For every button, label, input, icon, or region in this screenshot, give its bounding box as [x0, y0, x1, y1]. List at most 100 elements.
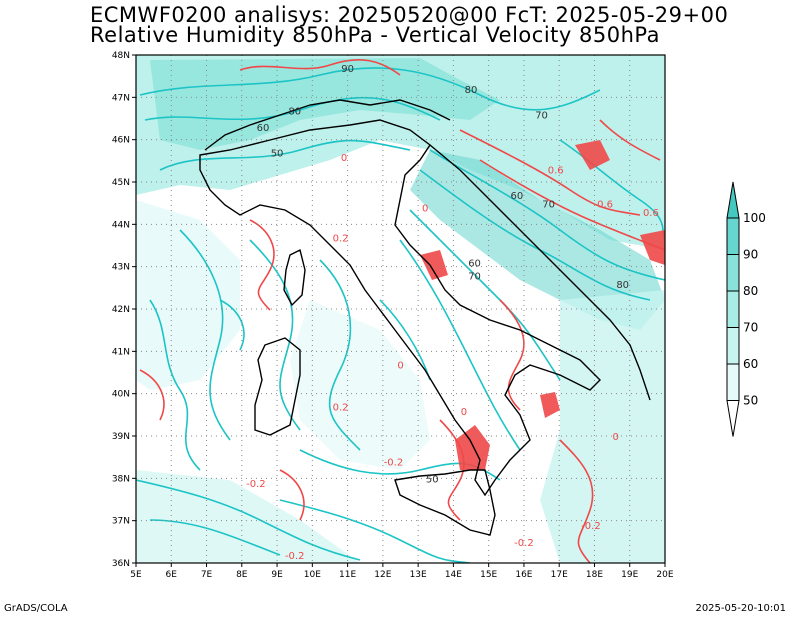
- latitude-tick-label: 44N: [112, 220, 130, 230]
- rh-contour: [219, 299, 245, 351]
- rh-contour: [136, 479, 361, 561]
- latitude-tick-label: 45N: [112, 178, 130, 188]
- contour-label: 90: [341, 64, 354, 75]
- omega-contour: [439, 419, 465, 521]
- colorbar-tick-label: 50: [743, 394, 758, 408]
- longitude-tick-label: 18E: [586, 570, 603, 580]
- omega-contour: [479, 159, 665, 251]
- colorbar-segment: [726, 254, 740, 292]
- rh-contour: [319, 259, 361, 451]
- contour-label: 0: [461, 407, 467, 418]
- title-line-1: ECMWF0200 analisys: 20250520@00 FcT: 202…: [90, 3, 729, 27]
- rh-contour: [144, 96, 441, 121]
- contour-label: 0.6: [548, 166, 564, 177]
- colorbar-bottom-arrow: [726, 400, 740, 437]
- contour-label: 60: [511, 191, 524, 202]
- omega-contour: [249, 219, 275, 311]
- title-line-2: Relative Humidity 850hPa - Vertical Velo…: [90, 23, 660, 47]
- humidity-shading: [136, 55, 665, 563]
- contour-label: -0.2: [285, 551, 305, 562]
- contour-label: 70: [468, 271, 481, 282]
- vertical-velocity-contours: [139, 59, 665, 563]
- omega-contour: [599, 119, 661, 161]
- rh-contour: [159, 139, 411, 171]
- contour-label: 0: [422, 204, 428, 215]
- latitude-tick-label: 46N: [112, 136, 130, 146]
- ascent-patch: [575, 140, 610, 170]
- map-panel: [136, 55, 665, 563]
- contour-label: 80: [465, 85, 478, 96]
- footer-timestamp: 2025-05-20-10:01: [695, 603, 786, 614]
- latitude-tick-label: 38N: [112, 474, 130, 484]
- colorbar-tick-label: 80: [743, 284, 758, 298]
- lat-lon-grid: [136, 55, 665, 563]
- rh-contour: [379, 299, 431, 381]
- colorbar-top-arrow: [726, 181, 740, 219]
- rh-contour: [399, 239, 521, 451]
- omega-contour: [459, 129, 641, 216]
- rh-contour: [409, 209, 561, 381]
- colorbar-segment: [726, 327, 740, 365]
- rh-contour: [179, 229, 231, 441]
- contour-label: 0.6: [597, 199, 613, 210]
- colorbar-tick-label: 100: [743, 211, 766, 225]
- alpine-border: [204, 99, 451, 151]
- footer-software-credit: GrADS/COLA: [4, 603, 68, 614]
- ascent-patch: [420, 250, 448, 280]
- latitude-tick-label: 37N: [112, 517, 130, 527]
- colorbar: 100 90 80 70 60 50: [726, 181, 766, 437]
- contour-label: 50: [271, 149, 284, 160]
- latitude-tick-label: 36N: [112, 559, 130, 569]
- latitude-tick-label: 42N: [112, 305, 130, 315]
- rh-fill-tyrrhenian: [290, 300, 430, 470]
- rh-contour: [249, 239, 301, 431]
- longitude-tick-label: 13E: [410, 570, 427, 580]
- colorbar-tick-label: 70: [743, 321, 758, 335]
- latitude-tick-label: 41N: [112, 347, 130, 357]
- contour-label: 80: [616, 280, 629, 291]
- latitude-tick-label: 40N: [112, 390, 130, 400]
- contour-label: 0: [612, 432, 618, 443]
- sardinia-coastline: [254, 337, 301, 436]
- coastlines-and-borders: [199, 99, 651, 536]
- longitude-tick-label: 10E: [304, 570, 321, 580]
- latitude-tick-label: 48N: [112, 51, 130, 61]
- colorbar-tick-label: 60: [743, 357, 758, 371]
- longitude-tick-label: 17E: [551, 570, 568, 580]
- rh-contour: [279, 499, 471, 563]
- longitude-tick-label: 7E: [201, 570, 213, 580]
- colorbar-tick-label: 90: [743, 248, 758, 262]
- contour-label: 50: [426, 475, 439, 486]
- rh-fill-alps: [150, 58, 500, 150]
- longitude-tick-label: 8E: [236, 570, 248, 580]
- omega-contour: [559, 439, 594, 563]
- latitude-tick-label: 47N: [112, 93, 130, 103]
- rh-fill-east: [540, 290, 665, 563]
- contour-label: 0.2: [333, 403, 349, 414]
- contour-label: 0.6: [643, 208, 659, 219]
- rh-fill-adriatic: [410, 150, 665, 330]
- longitude-tick-label: 12E: [374, 570, 391, 580]
- longitude-tick-label: 6E: [166, 570, 178, 580]
- omega-contour: [499, 299, 525, 411]
- corsica-coastline: [283, 248, 306, 307]
- contour-labels: 9080806050706070607080500.60.60.6-0.2-0.…: [246, 64, 659, 562]
- longitude-tick-label: 9E: [271, 570, 283, 580]
- omega-contour: [239, 59, 401, 76]
- ascent-patch: [640, 230, 665, 265]
- latitude-tick-label: 43N: [112, 263, 130, 273]
- longitude-tick-label: 19E: [621, 570, 638, 580]
- contour-label: 80: [288, 106, 301, 117]
- longitude-tick-label: 5E: [130, 570, 142, 580]
- latitude-tick-label: 39N: [112, 432, 130, 442]
- longitude-tick-label: 15E: [480, 570, 497, 580]
- contour-label: 70: [542, 199, 555, 210]
- contour-label: 60: [257, 123, 270, 134]
- rh-fill-west: [136, 200, 240, 390]
- colorbar-segment: [726, 363, 740, 401]
- colorbar-segment: [726, 217, 740, 255]
- ascent-patch: [540, 392, 560, 418]
- omega-contour: [279, 469, 305, 521]
- strong-ascent-patches: [420, 140, 665, 470]
